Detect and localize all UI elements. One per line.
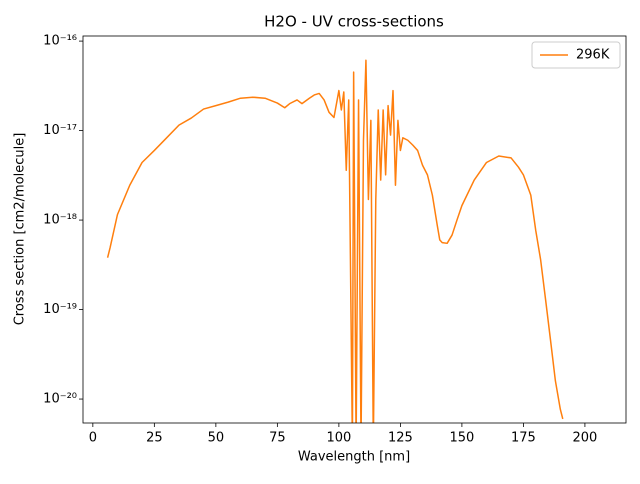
chart-title: H2O - UV cross-sections	[264, 13, 444, 31]
y-tick-label: 10⁻¹⁹	[43, 302, 77, 317]
legend-box	[531, 41, 621, 69]
x-tick-label: 25	[146, 431, 163, 446]
x-tick-label: 0	[89, 431, 97, 446]
legend-label: 296K	[576, 48, 610, 63]
x-tick-label: 75	[269, 431, 286, 446]
y-tick-label: 10⁻¹⁶	[43, 34, 77, 49]
plot-area	[106, 59, 564, 423]
x-tick-label: 100	[326, 431, 351, 446]
x-tick-label: 50	[208, 431, 225, 446]
y-tick-label: 10⁻¹⁷	[43, 123, 77, 138]
data-line	[106, 59, 564, 423]
axes-frame	[82, 35, 627, 424]
x-tick-label: 175	[511, 431, 536, 446]
x-tick-label: 200	[572, 431, 597, 446]
y-tick-label: 10⁻²⁰	[43, 392, 77, 407]
y-axis-label: Cross section [cm2/molecule]	[13, 133, 28, 326]
x-tick-label: 150	[449, 431, 474, 446]
y-tick-label: 10⁻¹⁸	[43, 213, 77, 228]
x-tick-label: 125	[388, 431, 413, 446]
x-axis-label: Wavelength [nm]	[298, 450, 410, 465]
